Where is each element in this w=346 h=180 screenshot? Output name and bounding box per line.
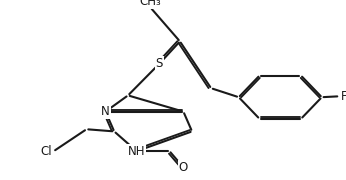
Text: S: S xyxy=(155,57,163,70)
Text: N: N xyxy=(101,105,110,118)
Text: Cl: Cl xyxy=(40,145,52,158)
Text: CH₃: CH₃ xyxy=(140,0,161,8)
Text: F: F xyxy=(341,90,346,103)
Text: O: O xyxy=(179,161,188,174)
Text: NH: NH xyxy=(128,145,145,158)
